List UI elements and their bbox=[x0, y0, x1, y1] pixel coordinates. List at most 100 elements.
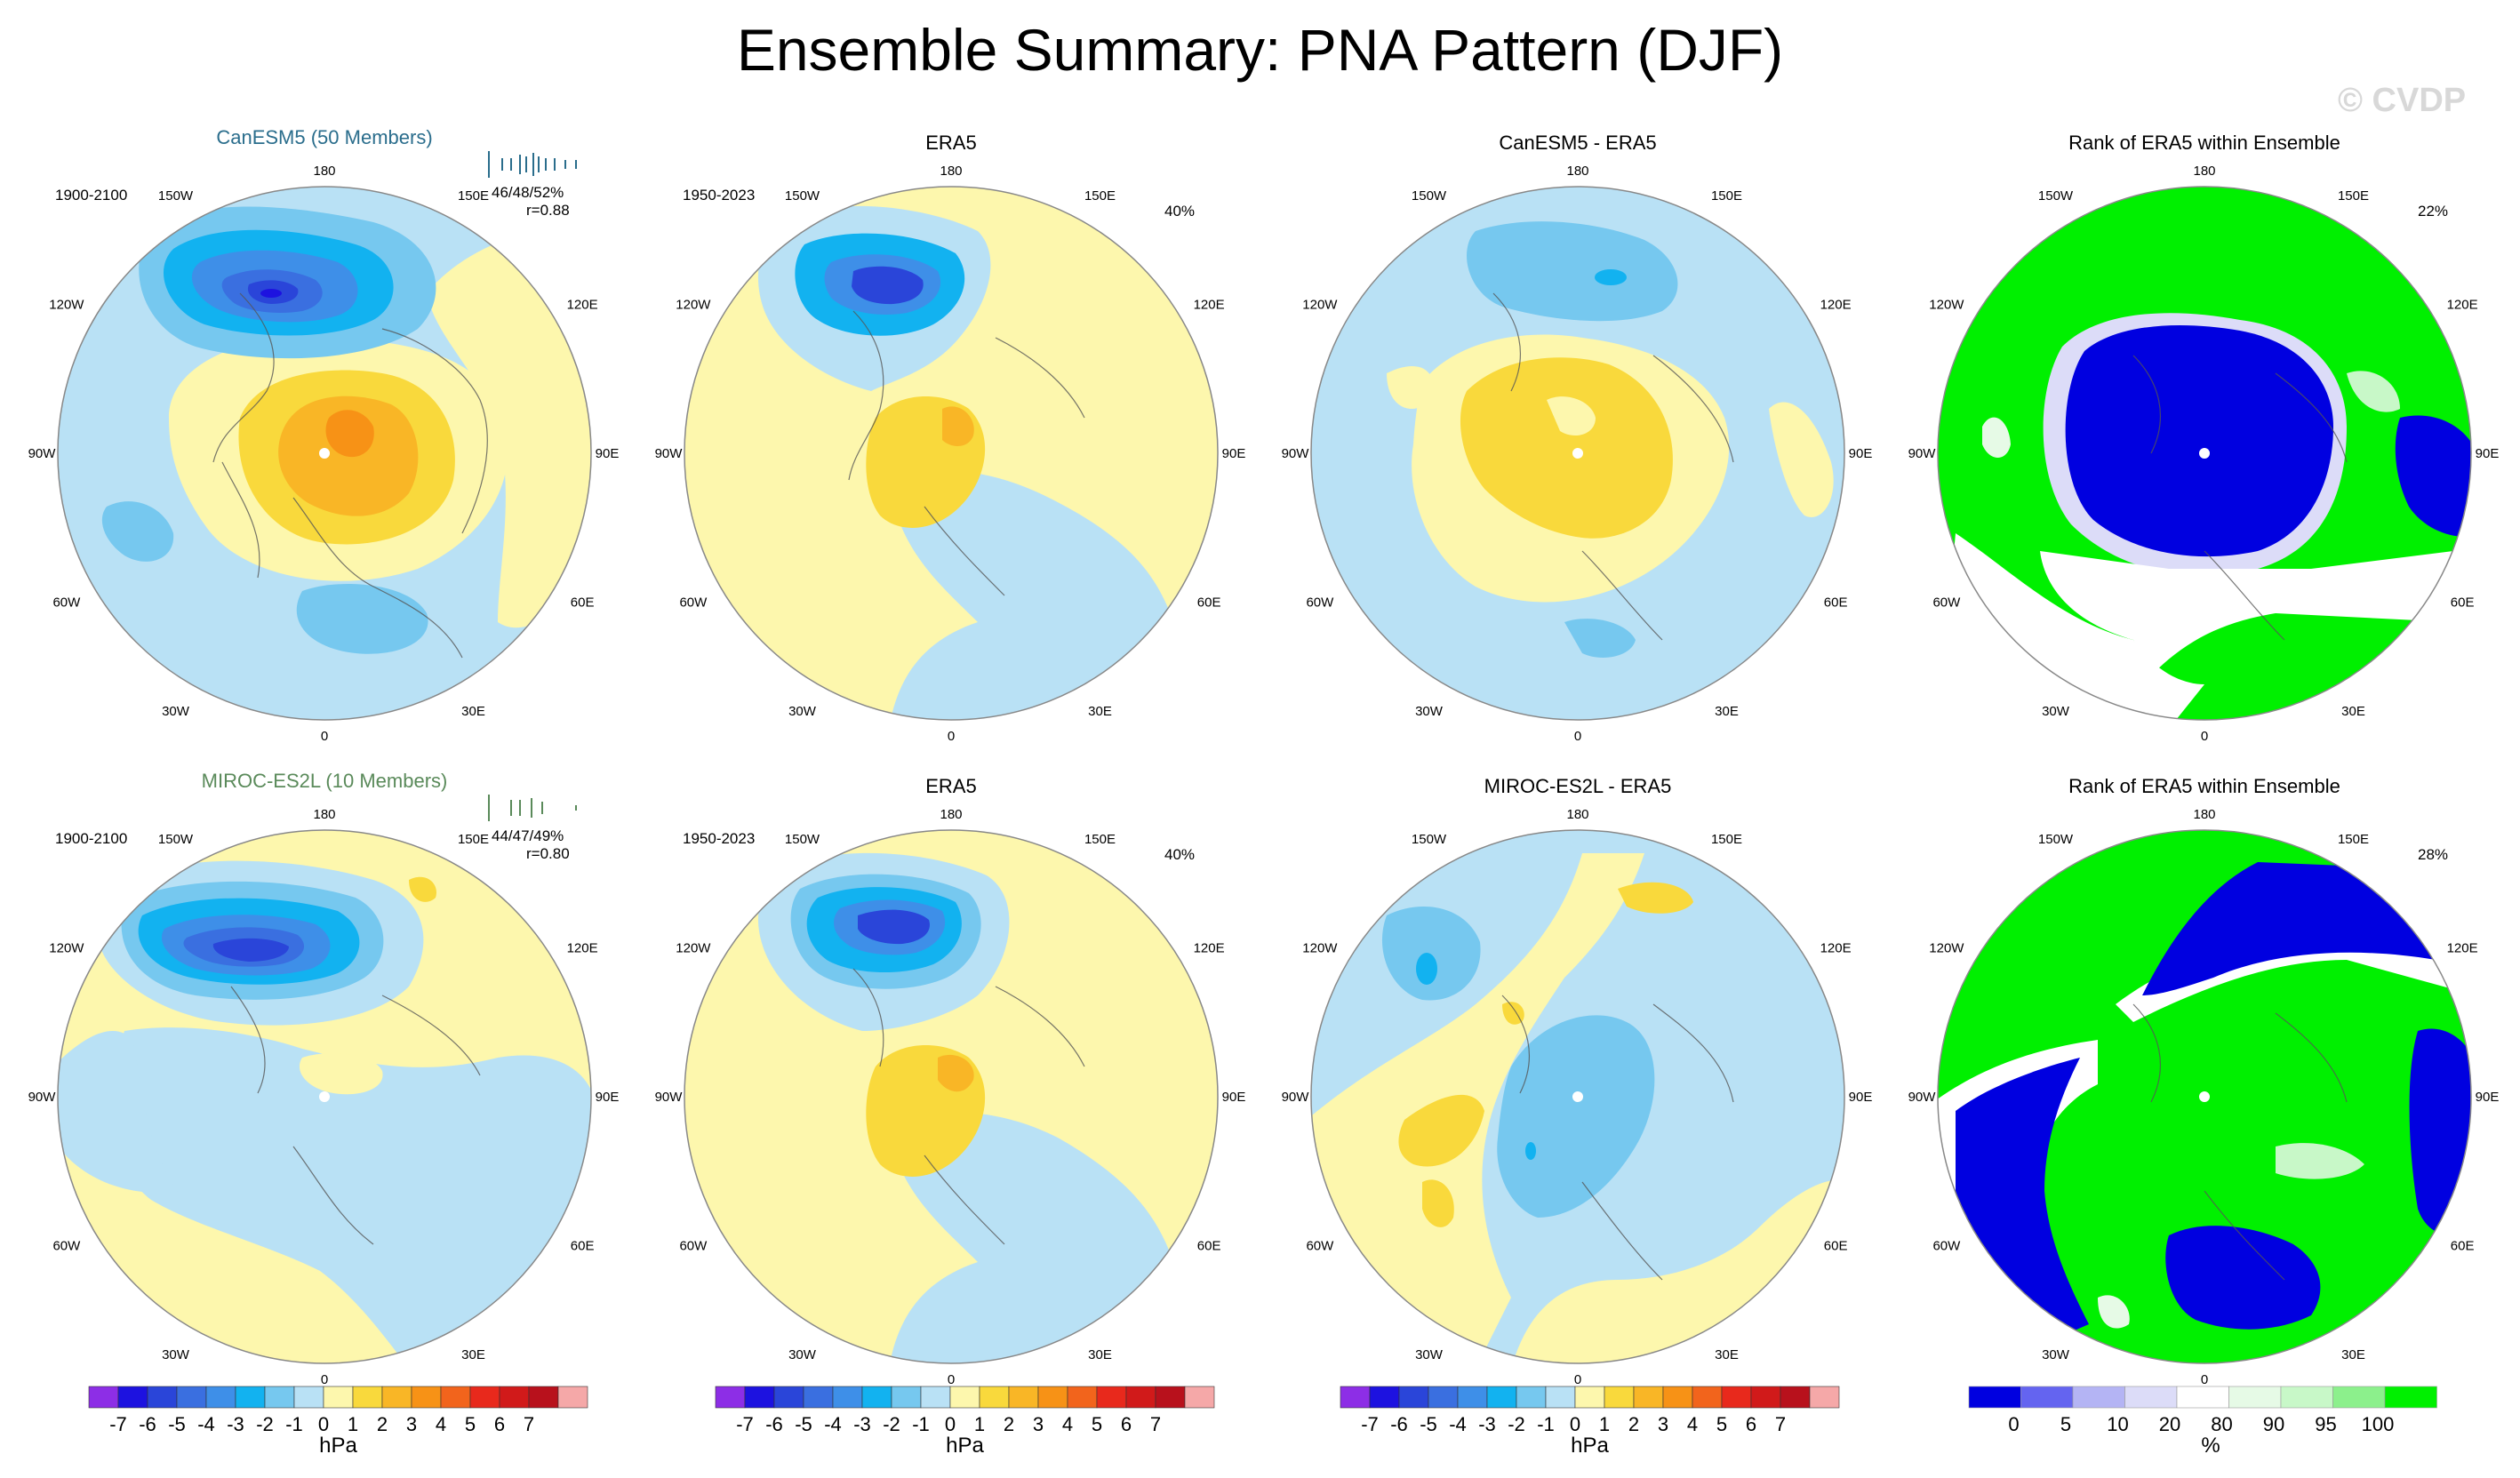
colorbar-unit: hPa bbox=[946, 1434, 984, 1458]
colorbar-swatch bbox=[920, 1386, 951, 1409]
longitude-label: 30W bbox=[2042, 704, 2070, 719]
map-era5-2 bbox=[684, 830, 1218, 1363]
panel-title-rank-1: Rank of ERA5 within Ensemble bbox=[2068, 132, 2340, 154]
longitude-label: 90E bbox=[1849, 446, 1873, 461]
colorbar-swatch bbox=[293, 1386, 324, 1409]
obs-period-label: 1950-2023 bbox=[683, 187, 756, 204]
colorbar-tick-label: 90 bbox=[2263, 1413, 2284, 1435]
longitude-label: 150E bbox=[458, 188, 489, 204]
colorbar-tick-label: -6 bbox=[1390, 1413, 1408, 1435]
longitude-label: 90E bbox=[1222, 1090, 1246, 1105]
longitude-label: 0 bbox=[948, 729, 955, 744]
map-rank-2 bbox=[1938, 830, 2471, 1363]
colorbar-swatch bbox=[2124, 1386, 2178, 1409]
colorbar-tick-label: 1 bbox=[974, 1413, 985, 1435]
colorbar-tick-label: -1 bbox=[912, 1413, 930, 1435]
colorbar-tick-label: -2 bbox=[256, 1413, 274, 1435]
colorbar-swatch bbox=[1574, 1386, 1605, 1409]
longitude-label: 120W bbox=[676, 941, 711, 956]
longitude-label: 150W bbox=[1412, 188, 1447, 204]
obs-pct-label: 40% bbox=[1164, 846, 1196, 863]
colorbar-swatch bbox=[2332, 1386, 2386, 1409]
colorbar-tick-label: 3 bbox=[406, 1413, 417, 1435]
colorbar-anomaly-1: -7 -6 -5 -4 -3 -2 -1 0 1 2 3 4 5 6 7 hPa bbox=[88, 1386, 588, 1458]
colorbar-swatch bbox=[1721, 1386, 1752, 1409]
colorbar-tick-label: 95 bbox=[2315, 1413, 2336, 1435]
colorbar-swatch bbox=[2228, 1386, 2282, 1409]
longitude-label: 90W bbox=[28, 446, 57, 461]
colorbar-swatch bbox=[1398, 1386, 1429, 1409]
colorbar-tick-label: 2 bbox=[1004, 1413, 1014, 1435]
colorbar-tick-label: 80 bbox=[2211, 1413, 2232, 1435]
longitude-label: 30W bbox=[1415, 704, 1444, 719]
longitude-label: 60E bbox=[1197, 595, 1221, 611]
longitude-label: 120W bbox=[1929, 941, 1964, 956]
colorbar-swatch bbox=[411, 1386, 442, 1409]
longitude-label: 30W bbox=[1415, 1347, 1444, 1362]
colorbar-unit: hPa bbox=[1571, 1434, 1609, 1458]
longitude-label: 30E bbox=[461, 704, 485, 719]
colorbar-tick-label: 4 bbox=[436, 1413, 446, 1435]
longitude-label: 90W bbox=[655, 1090, 684, 1105]
stats-label: 44/47/49% bbox=[492, 827, 564, 844]
longitude-label: 90E bbox=[1222, 446, 1246, 461]
panel-title-rank-2: Rank of ERA5 within Ensemble bbox=[2068, 775, 2340, 797]
colorbar-swatch bbox=[1155, 1386, 1186, 1409]
colorbar-swatch bbox=[1037, 1386, 1068, 1409]
colorbar-swatch bbox=[469, 1386, 500, 1409]
longitude-label: 60E bbox=[2451, 595, 2475, 611]
longitude-label: 90W bbox=[1908, 446, 1937, 461]
longitude-label: 150E bbox=[1084, 188, 1116, 204]
colorbar-swatch bbox=[1516, 1386, 1547, 1409]
colorbar-tick-label: 100 bbox=[2362, 1413, 2395, 1435]
longitude-label: 150E bbox=[458, 832, 489, 847]
colorbar-tick-label: 6 bbox=[1121, 1413, 1132, 1435]
longitude-label: 0 bbox=[1574, 1372, 1581, 1387]
colorbar-swatch bbox=[2020, 1386, 2074, 1409]
colorbar-tick-label: 0 bbox=[1570, 1413, 1580, 1435]
colorbar-swatch bbox=[773, 1386, 804, 1409]
colorbar-tick-label: 2 bbox=[377, 1413, 388, 1435]
colorbar-swatch bbox=[861, 1386, 892, 1409]
longitude-label: 120W bbox=[1929, 298, 1964, 313]
colorbar-swatch bbox=[352, 1386, 383, 1409]
longitude-label: 60W bbox=[679, 1239, 708, 1254]
longitude-label: 180 bbox=[2193, 164, 2215, 179]
colorbar-tick-label: 5 bbox=[1092, 1413, 1102, 1435]
colorbar-tick-label: -7 bbox=[1361, 1413, 1379, 1435]
longitude-label: 30W bbox=[788, 1347, 817, 1362]
map-canesm5 bbox=[58, 187, 591, 720]
longitude-label: 150E bbox=[1711, 832, 1742, 847]
colorbar-swatch bbox=[1809, 1386, 1840, 1409]
longitude-label: 180 bbox=[2193, 807, 2215, 822]
spread-ticks-miroc bbox=[488, 795, 577, 821]
colorbar-tick-label: -7 bbox=[109, 1413, 127, 1435]
colorbar-swatch bbox=[1340, 1386, 1371, 1409]
longitude-label: 30E bbox=[461, 1347, 485, 1362]
colorbar-swatch bbox=[528, 1386, 559, 1409]
longitude-label: 150E bbox=[2338, 188, 2369, 204]
colorbar-tick-label: 5 bbox=[1716, 1413, 1727, 1435]
colorbar-swatch bbox=[1604, 1386, 1635, 1409]
longitude-label: 150W bbox=[785, 188, 820, 204]
period-label: 1900-2100 bbox=[55, 187, 128, 204]
map-era5-1 bbox=[684, 187, 1218, 720]
longitude-label: 150W bbox=[158, 832, 194, 847]
rank-pct-label: 22% bbox=[2418, 203, 2449, 220]
longitude-label: 60E bbox=[1824, 1239, 1848, 1254]
colorbar-swatch bbox=[1545, 1386, 1576, 1409]
colorbar-swatch bbox=[235, 1386, 266, 1409]
longitude-label: 0 bbox=[321, 1372, 328, 1387]
colorbar-swatch bbox=[949, 1386, 980, 1409]
longitude-label: 150W bbox=[2038, 832, 2074, 847]
longitude-label: 0 bbox=[1574, 729, 1581, 744]
colorbar-tick-label: -6 bbox=[765, 1413, 783, 1435]
panel-title-miroc: MIROC-ES2L (10 Members) bbox=[201, 770, 448, 792]
map-miroc bbox=[58, 830, 591, 1363]
colorbar-swatch bbox=[2176, 1386, 2229, 1409]
longitude-label: 60W bbox=[52, 595, 81, 611]
colorbar-tick-label: 2 bbox=[1628, 1413, 1639, 1435]
spread-ticks-canesm bbox=[488, 151, 577, 178]
colorbar-tick-label: 7 bbox=[1775, 1413, 1786, 1435]
longitude-label: 120E bbox=[1194, 941, 1225, 956]
